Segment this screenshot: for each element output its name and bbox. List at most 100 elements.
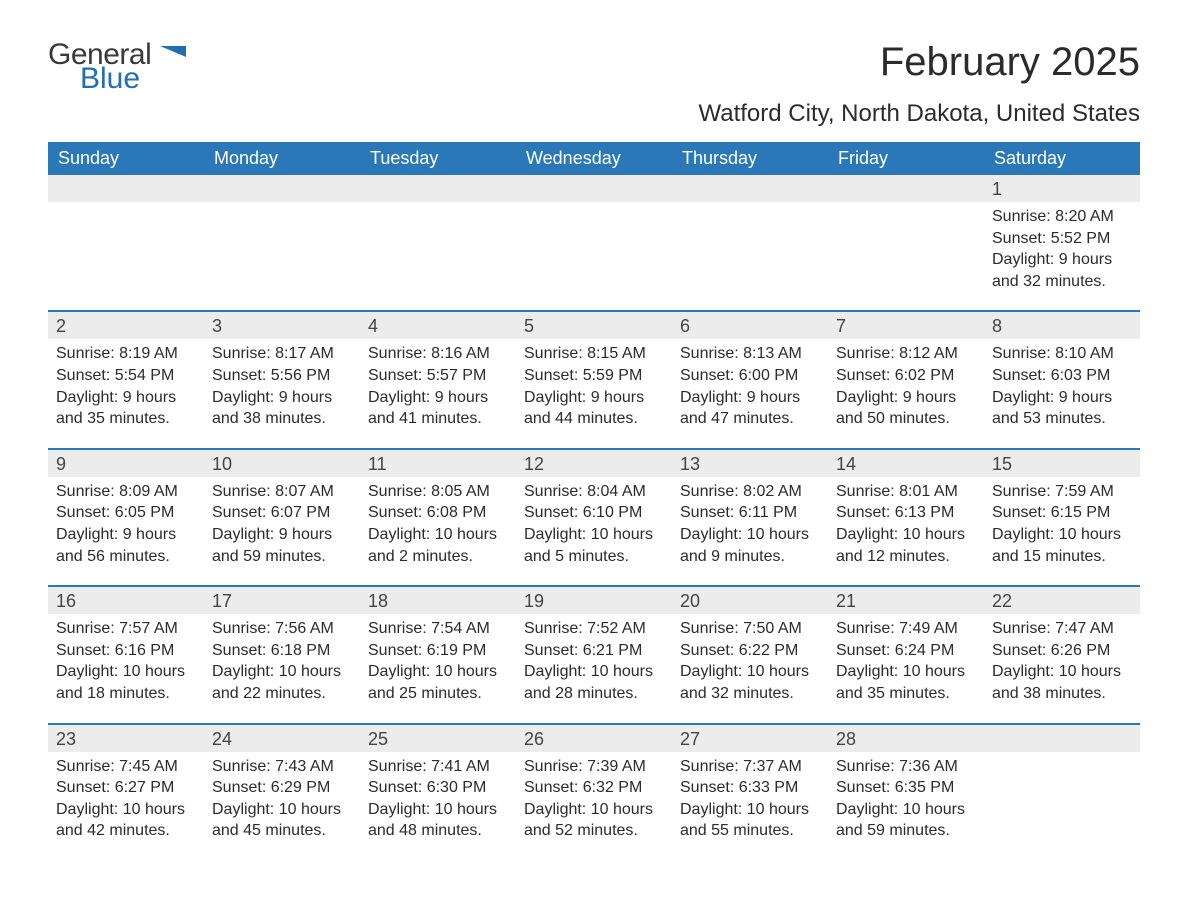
- day-info-line: Daylight: 9 hours and 56 minutes.: [56, 524, 196, 567]
- day-info-line: Sunrise: 8:01 AM: [836, 481, 976, 503]
- calendar-cell: 21Sunrise: 7:49 AMSunset: 6:24 PMDayligh…: [828, 587, 984, 722]
- calendar-cell: 11Sunrise: 8:05 AMSunset: 6:08 PMDayligh…: [360, 450, 516, 585]
- day-info: Sunrise: 7:50 AMSunset: 6:22 PMDaylight:…: [672, 614, 828, 704]
- day-info-line: Sunset: 5:52 PM: [992, 228, 1132, 250]
- day-info-line: Sunset: 6:24 PM: [836, 640, 976, 662]
- day-number: 16: [48, 587, 204, 614]
- day-info-line: Sunrise: 7:39 AM: [524, 756, 664, 778]
- day-info-line: Daylight: 10 hours and 5 minutes.: [524, 524, 664, 567]
- logo-text: General Blue: [48, 40, 186, 94]
- day-info-line: Sunset: 6:27 PM: [56, 777, 196, 799]
- day-info: Sunrise: 8:20 AMSunset: 5:52 PMDaylight:…: [984, 202, 1140, 292]
- day-number: 26: [516, 725, 672, 752]
- day-info-line: Sunrise: 8:10 AM: [992, 343, 1132, 365]
- day-info-line: Sunset: 5:59 PM: [524, 365, 664, 387]
- calendar-cell: [828, 175, 984, 310]
- calendar-cell: [204, 175, 360, 310]
- day-info-line: Sunset: 6:08 PM: [368, 502, 508, 524]
- day-info-line: Sunset: 6:15 PM: [992, 502, 1132, 524]
- day-info-line: Daylight: 9 hours and 50 minutes.: [836, 387, 976, 430]
- day-info: Sunrise: 8:10 AMSunset: 6:03 PMDaylight:…: [984, 339, 1140, 429]
- day-info: Sunrise: 7:56 AMSunset: 6:18 PMDaylight:…: [204, 614, 360, 704]
- topbar: General Blue February 2025: [48, 40, 1140, 94]
- day-info-line: Sunset: 6:11 PM: [680, 502, 820, 524]
- day-info: Sunrise: 7:47 AMSunset: 6:26 PMDaylight:…: [984, 614, 1140, 704]
- day-info-line: Daylight: 10 hours and 2 minutes.: [368, 524, 508, 567]
- day-info-line: Sunrise: 7:59 AM: [992, 481, 1132, 503]
- calendar-cell: 16Sunrise: 7:57 AMSunset: 6:16 PMDayligh…: [48, 587, 204, 722]
- day-number: 2: [48, 312, 204, 339]
- day-info-line: Sunrise: 7:50 AM: [680, 618, 820, 640]
- day-info-line: Sunset: 6:03 PM: [992, 365, 1132, 387]
- day-info-line: Sunrise: 8:05 AM: [368, 481, 508, 503]
- calendar-cell: 15Sunrise: 7:59 AMSunset: 6:15 PMDayligh…: [984, 450, 1140, 585]
- day-info-line: Sunrise: 7:41 AM: [368, 756, 508, 778]
- calendar-cell: 12Sunrise: 8:04 AMSunset: 6:10 PMDayligh…: [516, 450, 672, 585]
- calendar-week: 23Sunrise: 7:45 AMSunset: 6:27 PMDayligh…: [48, 723, 1140, 860]
- day-number: 13: [672, 450, 828, 477]
- day-info-line: Sunrise: 7:52 AM: [524, 618, 664, 640]
- location-subtitle: Watford City, North Dakota, United State…: [48, 100, 1140, 128]
- day-info-line: Daylight: 10 hours and 52 minutes.: [524, 799, 664, 842]
- calendar-cell: 18Sunrise: 7:54 AMSunset: 6:19 PMDayligh…: [360, 587, 516, 722]
- day-info: Sunrise: 8:19 AMSunset: 5:54 PMDaylight:…: [48, 339, 204, 429]
- day-info-line: Sunset: 5:56 PM: [212, 365, 352, 387]
- day-info: Sunrise: 7:43 AMSunset: 6:29 PMDaylight:…: [204, 752, 360, 842]
- day-number: 5: [516, 312, 672, 339]
- day-info: Sunrise: 7:59 AMSunset: 6:15 PMDaylight:…: [984, 477, 1140, 567]
- day-info-line: Daylight: 9 hours and 53 minutes.: [992, 387, 1132, 430]
- day-info-line: Daylight: 10 hours and 38 minutes.: [992, 661, 1132, 704]
- day-info-line: Sunset: 6:33 PM: [680, 777, 820, 799]
- day-info-line: Sunset: 6:02 PM: [836, 365, 976, 387]
- day-info-line: Sunrise: 8:04 AM: [524, 481, 664, 503]
- dayhead-friday: Friday: [828, 142, 984, 175]
- calendar-cell: 14Sunrise: 8:01 AMSunset: 6:13 PMDayligh…: [828, 450, 984, 585]
- day-info-line: Daylight: 10 hours and 28 minutes.: [524, 661, 664, 704]
- day-info-line: Sunset: 6:26 PM: [992, 640, 1132, 662]
- day-info-line: Daylight: 10 hours and 35 minutes.: [836, 661, 976, 704]
- day-info: Sunrise: 8:09 AMSunset: 6:05 PMDaylight:…: [48, 477, 204, 567]
- day-number: 15: [984, 450, 1140, 477]
- day-info: Sunrise: 8:17 AMSunset: 5:56 PMDaylight:…: [204, 339, 360, 429]
- day-number: 4: [360, 312, 516, 339]
- day-info-line: Sunset: 6:29 PM: [212, 777, 352, 799]
- calendar-cell: 8Sunrise: 8:10 AMSunset: 6:03 PMDaylight…: [984, 312, 1140, 447]
- dayhead-monday: Monday: [204, 142, 360, 175]
- day-info: Sunrise: 7:41 AMSunset: 6:30 PMDaylight:…: [360, 752, 516, 842]
- day-info: Sunrise: 8:02 AMSunset: 6:11 PMDaylight:…: [672, 477, 828, 567]
- day-number: [48, 175, 204, 202]
- day-info-line: Daylight: 10 hours and 18 minutes.: [56, 661, 196, 704]
- day-number: 11: [360, 450, 516, 477]
- calendar-week: 1Sunrise: 8:20 AMSunset: 5:52 PMDaylight…: [48, 175, 1140, 310]
- day-info-line: Sunset: 5:54 PM: [56, 365, 196, 387]
- day-info-line: Daylight: 9 hours and 47 minutes.: [680, 387, 820, 430]
- calendar-cell: [516, 175, 672, 310]
- day-info-line: Sunset: 6:21 PM: [524, 640, 664, 662]
- day-number: [828, 175, 984, 202]
- calendar-cell: 20Sunrise: 7:50 AMSunset: 6:22 PMDayligh…: [672, 587, 828, 722]
- calendar-cell: 6Sunrise: 8:13 AMSunset: 6:00 PMDaylight…: [672, 312, 828, 447]
- day-info-line: Sunrise: 7:45 AM: [56, 756, 196, 778]
- day-info-line: Daylight: 10 hours and 59 minutes.: [836, 799, 976, 842]
- day-info-line: Sunset: 6:18 PM: [212, 640, 352, 662]
- day-info-line: Sunrise: 7:36 AM: [836, 756, 976, 778]
- logo: General Blue: [48, 40, 186, 94]
- day-info: Sunrise: 7:49 AMSunset: 6:24 PMDaylight:…: [828, 614, 984, 704]
- calendar-cell: 5Sunrise: 8:15 AMSunset: 5:59 PMDaylight…: [516, 312, 672, 447]
- day-number: 6: [672, 312, 828, 339]
- dayhead-sunday: Sunday: [48, 142, 204, 175]
- calendar-cell: 10Sunrise: 8:07 AMSunset: 6:07 PMDayligh…: [204, 450, 360, 585]
- day-info: Sunrise: 8:05 AMSunset: 6:08 PMDaylight:…: [360, 477, 516, 567]
- calendar-cell: [984, 725, 1140, 860]
- calendar: Sunday Monday Tuesday Wednesday Thursday…: [48, 142, 1140, 860]
- day-number: 20: [672, 587, 828, 614]
- day-info-line: Sunset: 6:05 PM: [56, 502, 196, 524]
- calendar-header-row: Sunday Monday Tuesday Wednesday Thursday…: [48, 142, 1140, 175]
- day-info-line: Sunrise: 8:20 AM: [992, 206, 1132, 228]
- day-info: Sunrise: 8:12 AMSunset: 6:02 PMDaylight:…: [828, 339, 984, 429]
- day-info-line: Sunrise: 8:02 AM: [680, 481, 820, 503]
- dayhead-thursday: Thursday: [672, 142, 828, 175]
- day-number: 28: [828, 725, 984, 752]
- flag-icon: [160, 46, 186, 64]
- day-info: Sunrise: 7:36 AMSunset: 6:35 PMDaylight:…: [828, 752, 984, 842]
